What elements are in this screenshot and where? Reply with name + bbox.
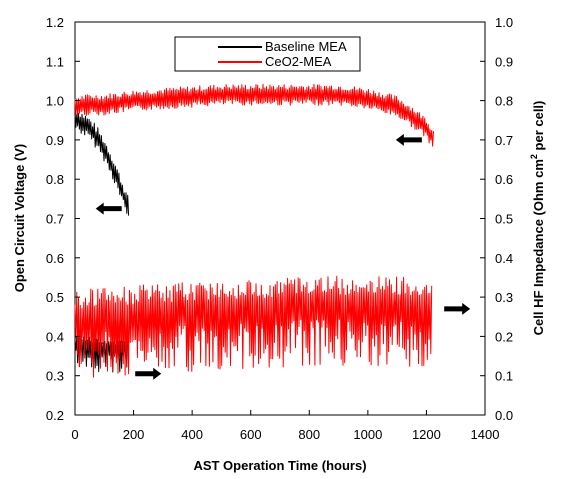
legend: Baseline MEA CeO2-MEA xyxy=(174,36,361,72)
x-tick-label: 1000 xyxy=(353,427,382,442)
y-right-tick-label: 0.8 xyxy=(495,94,513,109)
y-left-tick-label: 0.7 xyxy=(46,212,64,227)
y-left-tick-label: 0.3 xyxy=(46,369,64,384)
series-line-hfr-ceo2 xyxy=(74,275,433,378)
y-right-tick-label: 0.7 xyxy=(495,133,513,148)
y-left-tick-label: 0.9 xyxy=(46,133,64,148)
x-tick-label: 400 xyxy=(181,427,203,442)
y-left-tick-label: 0.8 xyxy=(46,172,64,187)
y-left-tick-label: 0.5 xyxy=(46,290,64,305)
legend-label-baseline: Baseline MEA xyxy=(265,39,347,54)
y-right-tick-label: 1.0 xyxy=(495,15,513,30)
x-tick-label: 200 xyxy=(123,427,145,442)
y-axis-right-title: Cell HF Impedance (Ohm cm2 per cell) xyxy=(529,101,546,336)
arrow-right-icon xyxy=(444,302,471,315)
y-right-tick-label: 0.0 xyxy=(495,408,513,423)
y-left-tick-label: 0.4 xyxy=(46,329,64,344)
x-tick-label: 1400 xyxy=(471,427,500,442)
arrow-left-icon xyxy=(395,133,422,146)
arrow-left-icon xyxy=(95,202,122,215)
y-left-tick-label: 1.0 xyxy=(46,94,64,109)
y-right-tick-label: 0.2 xyxy=(495,329,513,344)
y-right-tick-label: 0.1 xyxy=(495,369,513,384)
y-axis-right-title-prefix: Cell HF Impedance (Ohm cm xyxy=(531,159,546,335)
y-axis-left-title: Open Circuit Voltage (V) xyxy=(12,144,27,293)
y-axis-right-title-suffix: per cell) xyxy=(531,101,546,154)
x-tick-label: 800 xyxy=(298,427,320,442)
legend-box xyxy=(174,36,361,72)
arrow-layer xyxy=(95,133,471,380)
series-line-hfr-baseline xyxy=(74,335,129,373)
arrow-right-icon xyxy=(135,367,162,380)
x-tick-label: 600 xyxy=(240,427,262,442)
y-left-tick-label: 1.2 xyxy=(46,15,64,30)
y-right-tick-label: 0.9 xyxy=(495,54,513,69)
y-left-tick-label: 0.2 xyxy=(46,408,64,423)
series-line-ocv-baseline xyxy=(74,110,130,216)
y-right-tick-label: 0.5 xyxy=(495,212,513,227)
legend-label-ceo2: CeO2-MEA xyxy=(265,54,332,69)
axes-layer: 0 200 400 600 800 1000 1200 1400 0.2 0.3 0.4 0.5 0.6… xyxy=(46,15,513,442)
series-layer xyxy=(74,83,434,378)
y-right-tick-label: 0.3 xyxy=(495,290,513,305)
y-axis-right-title-sup: 2 xyxy=(529,154,539,159)
y-left-tick-label: 0.6 xyxy=(46,251,64,266)
y-left-tick-label: 1.1 xyxy=(46,54,64,69)
x-tick-label: 0 xyxy=(71,427,78,442)
y-right-tick-label: 0.6 xyxy=(495,172,513,187)
x-axis-title: AST Operation Time (hours) xyxy=(193,458,366,473)
x-tick-label: 1200 xyxy=(412,427,441,442)
y-right-tick-label: 0.4 xyxy=(495,251,513,266)
series-line-ocv-ceo2 xyxy=(74,83,434,147)
